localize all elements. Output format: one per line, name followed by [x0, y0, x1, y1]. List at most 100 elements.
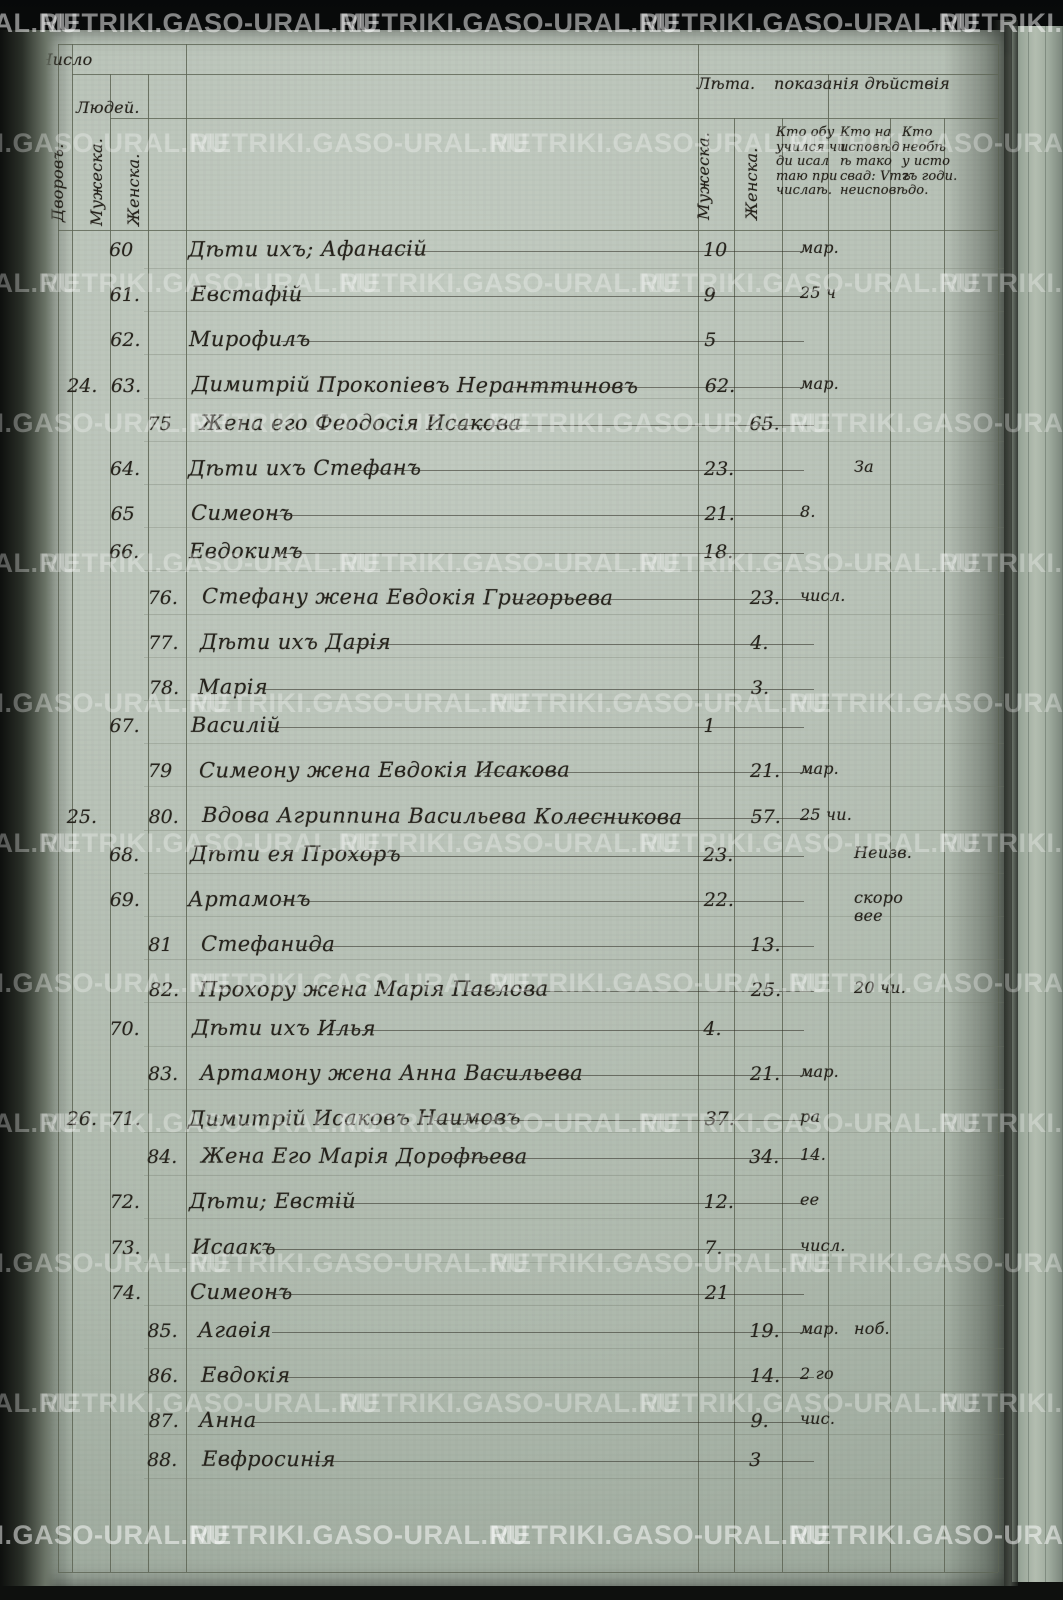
header-acts-label: показанія дѣйствія [774, 74, 950, 93]
row-age-female: 57. [750, 805, 781, 828]
row-filler-dash [328, 1029, 804, 1031]
row-age-male: 22. [703, 889, 734, 911]
row-person-name: Исаакъ [191, 1234, 277, 1259]
row-filler-dash [511, 386, 804, 388]
ruling-guide [144, 1434, 1004, 1436]
ruling-guide [144, 613, 1004, 615]
row-yard-number: 24. [67, 374, 98, 397]
row-female-number: 83. [148, 1062, 179, 1085]
ruling-guide [144, 1002, 1004, 1004]
row-age-male: 7. [704, 1236, 723, 1259]
row-male-number: 71. [110, 1108, 141, 1130]
row-filler-dash [444, 1158, 814, 1160]
row-age-female: 23. [749, 586, 780, 609]
row-note-acts-2: Неизв. [854, 842, 913, 862]
row-person-name: Димитрій Исаковъ Наимовъ [187, 1105, 521, 1131]
row-person-name: Артамону жена Анна Васильева [200, 1060, 584, 1085]
row-age-female: 14. [750, 1365, 781, 1388]
row-note-acts-1: мар. [800, 759, 839, 779]
row-note-acts-1: ра [800, 1107, 821, 1126]
ruling-guide [144, 570, 1004, 572]
row-male-number: 64. [110, 458, 141, 480]
row-filler-dash [271, 515, 804, 517]
row-age-female: 3 [749, 1448, 762, 1471]
row-person-name: Симеонъ [190, 1279, 293, 1304]
register-table [58, 44, 999, 1573]
row-filler-dash [271, 1293, 804, 1295]
ruling-guide [144, 1477, 1004, 1479]
ruling-guide [144, 743, 1004, 745]
ruling-guide [144, 440, 1004, 442]
row-age-male: 5 [704, 329, 717, 352]
row-age-female: 9. [750, 1410, 769, 1433]
row-note-acts-1: 25 чи. [800, 804, 852, 824]
row-filler-dash [281, 1377, 814, 1379]
ruling-guide [144, 1218, 1004, 1220]
row-age-male: 37. [704, 1108, 735, 1130]
header-years-female-label: Женска. [742, 147, 761, 220]
ruling-guide [144, 916, 1004, 917]
ruling-guide [144, 700, 1004, 701]
row-person-name: Евфросинія [201, 1446, 336, 1471]
row-filler-dash [262, 689, 814, 690]
ruling-guide [144, 1045, 1004, 1047]
row-note-acts-1: 2 го [800, 1364, 834, 1384]
row-female-number: 75 [147, 412, 172, 435]
row-filler-dash [511, 598, 814, 600]
row-filler-dash [569, 817, 814, 819]
header-years-label: Лѣта. [697, 74, 756, 93]
ruling-guide [144, 872, 1004, 874]
row-age-male: 21 [704, 1281, 730, 1304]
row-female-number: 80. [148, 805, 179, 828]
row-person-name: Евдокія [200, 1363, 291, 1388]
row-age-male: 18. [703, 541, 734, 564]
ruling-guide [144, 829, 1004, 831]
ruling-guide [144, 1391, 1004, 1393]
row-filler-dash [482, 772, 814, 774]
ruling-guide [144, 354, 1004, 356]
ruling-guide [144, 1175, 1004, 1177]
row-age-female: 19. [749, 1320, 780, 1342]
row-note-acts-1: 14. [800, 1145, 827, 1165]
row-filler-dash [319, 1203, 804, 1205]
row-age-female: 13. [750, 934, 781, 957]
row-person-name: Симеонъ [190, 501, 294, 526]
row-person-name: Василій [190, 713, 281, 738]
row-female-number: 82. [148, 979, 180, 1002]
row-filler-dash [271, 727, 804, 729]
row-female-number: 85. [147, 1320, 178, 1342]
row-person-name: Марія [197, 674, 269, 700]
row-note-acts-1: чис. [800, 1409, 836, 1429]
row-person-name: Жена Его Марія Дорофѣева [200, 1143, 528, 1169]
header-acts-col2: Кто на исповѣд ѣ тако свад: Vтъ неисповѣ… [840, 125, 929, 199]
row-age-male: 23. [704, 458, 735, 480]
row-female-number: 76. [147, 586, 178, 609]
row-person-name: Анна [198, 1408, 257, 1433]
row-person-name: Дѣти ихъ Дарія [200, 629, 392, 654]
row-person-name: Жена его Феодосія Исакова [200, 410, 522, 435]
row-note-acts-2: 20 чи. [854, 978, 906, 998]
row-age-female: 21. [750, 760, 781, 783]
row-person-name: Дѣти ихъ; Афанасій [187, 236, 428, 262]
row-yard-number: 25. [66, 805, 98, 828]
row-person-name: Дѣти; Евстій [188, 1189, 357, 1214]
row-age-male: 1 [703, 715, 716, 738]
row-note-acts-1: 8. [800, 502, 816, 522]
ruling-guide [144, 1304, 1004, 1306]
ruling-guide [144, 1348, 1004, 1349]
row-age-male: 62. [704, 374, 736, 397]
row-male-number: 65 [110, 503, 135, 526]
row-male-number: 69. [109, 889, 140, 911]
header-female-no-label: Женска. [124, 153, 143, 226]
row-person-name: Дѣти ихъ Стефанъ [187, 455, 422, 481]
ruling-guide [144, 484, 1004, 485]
row-filler-dash [300, 946, 814, 948]
row-filler-dash [454, 424, 814, 426]
row-age-male: 10 [703, 239, 728, 261]
row-age-male: 12. [703, 1191, 734, 1214]
row-male-number: 70. [109, 1017, 140, 1040]
ruling-guide [144, 656, 1004, 658]
row-yard-number: 26. [66, 1108, 98, 1130]
ruling-guide [144, 959, 1004, 961]
